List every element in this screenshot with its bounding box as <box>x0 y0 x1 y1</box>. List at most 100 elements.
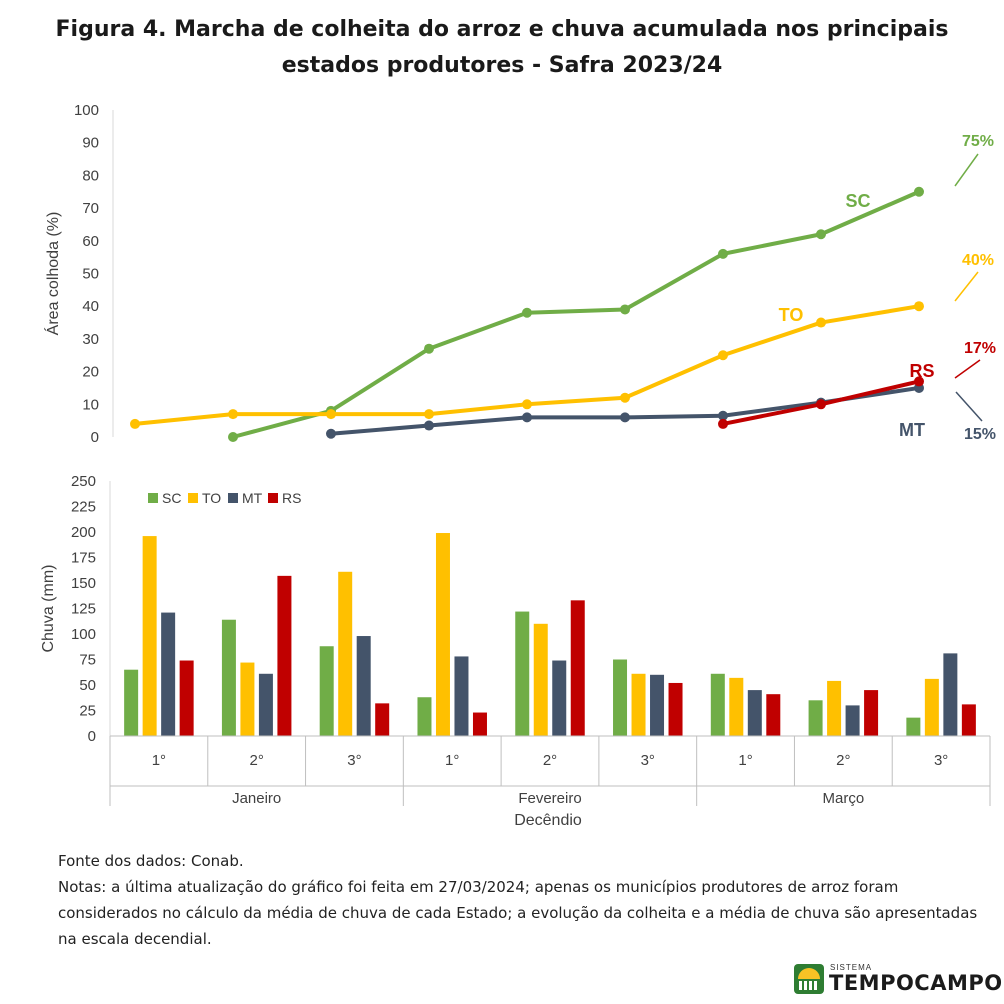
data-point-sc <box>228 432 238 442</box>
line-y-tick-label: 50 <box>82 266 99 283</box>
bar-to <box>240 662 255 736</box>
data-point-to <box>620 392 630 403</box>
series-line-sc <box>232 189 920 439</box>
bar-rs <box>570 600 585 736</box>
bar-rs <box>668 682 683 736</box>
rain-bar-chart: 0 25 50 75 100 125 150 175 200 225 250 Chuva (mm) 1°… <box>40 473 991 829</box>
end-value-label-mt: 15% <box>964 426 996 443</box>
bar-sc <box>417 697 432 736</box>
legend-swatch-mt <box>228 493 238 503</box>
end-label-leader-rs <box>954 359 981 379</box>
bar-x-axis-title: Decêndio <box>514 812 582 829</box>
chart-title-line-1: Figura 4. Marcha de colheita do arroz e … <box>55 17 949 42</box>
legend-swatch-sc <box>148 493 158 503</box>
data-point-to <box>228 409 238 420</box>
bar-y-tick-label: 75 <box>79 652 96 669</box>
bar-y-tick-label: 25 <box>79 703 96 720</box>
data-point-to <box>424 409 434 420</box>
end-label-leader-sc <box>954 153 979 187</box>
line-y-tick-label: 40 <box>82 298 99 315</box>
bar-to <box>827 680 842 736</box>
bar-to <box>435 533 450 736</box>
end-label-leader-to <box>954 271 979 302</box>
line-y-tick-label: 70 <box>82 200 99 217</box>
data-point-sc <box>522 307 532 318</box>
data-point-rs <box>718 418 728 429</box>
bar-rs <box>472 712 487 736</box>
harvest-line-chart: 0 10 20 30 40 50 60 70 80 90 100 Área colhoda (%) SC… <box>43 102 996 446</box>
bar-x-tick-label: 3° <box>347 752 361 769</box>
bar-y-tick-label: 225 <box>71 499 96 516</box>
month-group-label-fevereiro: Fevereiro <box>518 790 581 807</box>
legend-swatch-rs <box>268 493 278 503</box>
data-point-mt <box>424 420 434 431</box>
logo-icon <box>794 964 824 994</box>
data-point-sc <box>718 248 728 259</box>
bar-sc <box>319 646 334 736</box>
end-value-label-rs: 17% <box>964 340 996 357</box>
line-y-tick-label: 60 <box>82 233 99 250</box>
bar-mt <box>650 674 665 736</box>
bar-sc <box>515 611 530 736</box>
data-point-mt <box>326 428 336 439</box>
bar-x-tick-label: 2° <box>249 752 263 769</box>
bar-sc <box>906 717 921 736</box>
series-label-rs: RS <box>909 361 934 381</box>
legend-label-sc: SC <box>162 490 181 506</box>
bar-sc <box>710 673 725 736</box>
bar-y-tick-label: 0 <box>88 728 96 745</box>
bar-y-tick-label: 100 <box>71 626 96 643</box>
data-point-rs <box>914 376 924 387</box>
data-point-to <box>914 301 924 312</box>
bar-mt <box>943 653 958 736</box>
legend-label-to: TO <box>202 490 221 506</box>
bar-rs <box>961 704 976 736</box>
bar-x-tick-label: 1° <box>738 752 752 769</box>
bar-rs <box>375 703 390 736</box>
bar-y-axis-title: Chuva (mm) <box>40 564 57 652</box>
bar-sc <box>124 669 139 736</box>
bar-x-tick-label: 3° <box>934 752 948 769</box>
logo-small-text: SISTEMA <box>830 963 873 972</box>
bar-x-tick-label: 1° <box>152 752 166 769</box>
source-note: Fonte dos dados: Conab. <box>58 852 244 870</box>
line-y-tick-label: 90 <box>82 135 99 152</box>
bar-x-tick-label: 2° <box>836 752 850 769</box>
methodology-note: Notas: a última atualização do gráfico f… <box>58 878 978 948</box>
bar-y-tick-label: 150 <box>71 575 96 592</box>
data-point-rs <box>816 399 826 410</box>
data-point-sc <box>914 186 924 197</box>
month-group-label-janeiro: Janeiro <box>232 790 281 807</box>
bar-rs <box>864 690 879 736</box>
line-y-tick-label: 30 <box>82 331 99 348</box>
bar-rs <box>179 660 194 736</box>
bar-rs <box>277 575 292 736</box>
bar-to <box>142 536 157 736</box>
data-point-to <box>816 317 826 328</box>
bar-to <box>729 677 744 736</box>
data-point-to <box>130 418 140 429</box>
chart-title-line-2: estados produtores - Safra 2023/24 <box>281 53 723 78</box>
data-point-to <box>326 409 336 420</box>
legend-label-mt: MT <box>242 490 263 506</box>
bar-y-tick-label: 50 <box>79 677 96 694</box>
data-point-sc <box>816 229 826 240</box>
legend-swatch-to <box>188 493 198 503</box>
chart-notes: Fonte dos dados: Conab. Notas: a última … <box>58 848 988 952</box>
series-label-to: TO <box>779 305 804 325</box>
bar-mt <box>161 612 176 736</box>
end-label-leader-mt <box>955 391 983 422</box>
end-value-label-sc: 75% <box>962 133 994 150</box>
series-label-mt: MT <box>899 420 925 440</box>
bar-to <box>533 623 548 736</box>
series-label-sc: SC <box>845 191 870 211</box>
chart-title: Figura 4. Marcha de colheita do arroz e … <box>0 12 1004 84</box>
data-point-mt <box>718 410 728 421</box>
bar-to <box>631 673 646 736</box>
line-y-tick-label: 100 <box>74 102 99 119</box>
logo-brand-text: TEMPOCAMPO <box>829 971 1003 995</box>
line-y-axis-title: Área colhoda (%) <box>43 212 62 336</box>
bar-mt <box>845 705 860 736</box>
end-value-label-to: 40% <box>962 252 994 269</box>
